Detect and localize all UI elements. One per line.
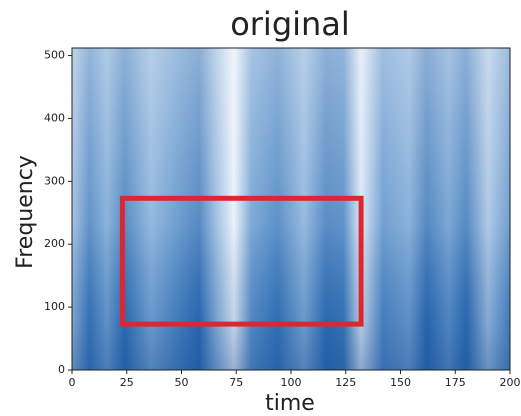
chart-title: original [230,5,350,43]
y-tick-label: 100 [44,300,65,313]
x-tick-label: 175 [445,376,466,389]
y-tick-label: 200 [44,237,65,250]
spectrogram-shade [72,48,510,370]
y-tick-label: 400 [44,111,65,124]
x-axis-label: time [265,391,315,416]
y-tick-label: 500 [44,49,65,62]
y-axis-label: Frequency [13,155,38,269]
x-tick-label: 100 [281,376,302,389]
x-tick-label: 25 [120,376,134,389]
x-tick-label: 150 [390,376,411,389]
x-tick-label: 0 [69,376,76,389]
x-tick-label: 125 [335,376,356,389]
x-tick-label: 50 [175,376,189,389]
x-tick-label: 200 [500,376,521,389]
y-tick-label: 0 [58,363,65,376]
highlight-box [119,195,364,327]
y-tick-label: 300 [44,174,65,187]
x-tick-label: 75 [229,376,243,389]
